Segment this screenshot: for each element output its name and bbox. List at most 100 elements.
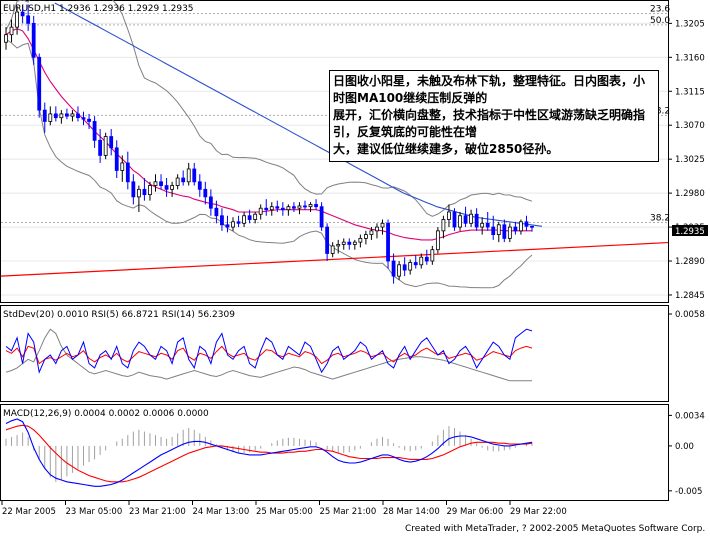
candle-body	[441, 219, 446, 232]
candle-body	[136, 188, 141, 198]
candle-body	[131, 181, 136, 198]
stddev-panel-frame	[0, 305, 669, 402]
time-tick-label: 23 Mar 05:00	[66, 507, 123, 517]
macd-tick-label: -0.005	[675, 487, 702, 497]
candle-body	[452, 211, 457, 228]
candle-body	[369, 230, 374, 236]
candle-body	[358, 237, 363, 243]
candle-body	[330, 245, 335, 254]
candle-body	[292, 206, 296, 209]
time-tick-label: 24 Mar 13:00	[193, 507, 250, 517]
candle-body	[507, 226, 512, 239]
candle-body	[65, 113, 69, 117]
candle-body	[181, 177, 186, 183]
candle-body	[59, 113, 64, 119]
candle-body	[480, 222, 485, 228]
candle-body	[380, 222, 385, 228]
candle-body	[286, 206, 291, 211]
candle-body	[308, 204, 313, 208]
rsi14-line	[5, 345, 533, 365]
candle-body	[275, 206, 280, 209]
candle-body	[48, 113, 53, 122]
candle-body	[319, 206, 324, 228]
candle-body	[469, 213, 473, 224]
candle-body	[391, 260, 396, 277]
candle-body	[37, 56, 42, 111]
candle-body	[458, 215, 462, 228]
candle-body	[530, 225, 534, 228]
current-price-label: 1.2935	[675, 227, 705, 237]
candle-body	[474, 213, 479, 228]
macd-panel-label: MACD(12,26,9) 0.0004 0.0002 0.0006 0.000…	[3, 409, 209, 419]
bollinger-bands	[5, 0, 533, 289]
candle-body	[76, 113, 80, 119]
analysis-annotation: 日图收小阳星，未触及布林下轨，整理特征。日内图表，小时图MA100继续压制反弹的…	[329, 70, 659, 162]
fib-level-label: 50.0	[650, 16, 670, 26]
stddev-tick-label: 0.0058	[675, 310, 705, 320]
candle-body	[175, 177, 180, 186]
candle-body	[303, 205, 307, 208]
price-tick-label: 1.3025	[675, 155, 705, 165]
candle-body	[386, 222, 390, 262]
candle-body	[513, 226, 518, 232]
candle-body	[375, 226, 379, 232]
candle-body	[347, 241, 352, 245]
candle-body	[114, 147, 119, 171]
candle-body	[4, 34, 8, 43]
candle-body	[430, 249, 435, 262]
candle-body	[220, 215, 224, 226]
candle-body	[463, 215, 468, 224]
candle-body	[435, 230, 440, 251]
candle-body	[408, 262, 413, 271]
annotation-line-3: 大，建议低位继续建多，破位2850径孙。	[333, 142, 559, 156]
candle-body	[53, 113, 58, 119]
trend-line	[0, 241, 669, 277]
candle-body	[314, 204, 318, 208]
ma-slow-line	[54, 2, 543, 227]
price-tick-label: 1.2845	[675, 291, 705, 301]
candle-body	[15, 11, 19, 28]
bollinger-upper	[5, 0, 533, 217]
candle-body	[31, 22, 36, 58]
candle-body	[247, 215, 252, 220]
candle-body	[253, 213, 258, 220]
stddev-line	[5, 328, 532, 382]
candle-body	[192, 168, 197, 183]
fib-level-label: 23.6	[650, 5, 670, 15]
candle-body	[402, 264, 407, 271]
candle-body	[269, 206, 274, 211]
candle-body	[208, 196, 213, 209]
candle-body	[485, 222, 490, 228]
time-tick-label: 22 Mar 2005	[2, 507, 56, 517]
candle-body	[491, 226, 496, 236]
candle-body	[264, 207, 269, 211]
candle-body	[26, 15, 31, 24]
candle-body	[42, 109, 47, 122]
stddev-rsi-lines	[5, 328, 533, 382]
candle-body	[341, 241, 346, 245]
candle-body	[502, 224, 507, 239]
candle-body	[258, 207, 263, 215]
time-tick-label: 28 Mar 14:00	[383, 507, 440, 517]
candle-body	[231, 221, 235, 228]
candle-body	[120, 162, 125, 171]
candle-body	[170, 185, 175, 190]
candle-body	[197, 181, 202, 190]
macd-lines	[5, 418, 533, 487]
candlesticks	[4, 4, 534, 284]
candle-body	[9, 26, 14, 36]
candle-body	[214, 207, 219, 217]
candle-body	[70, 113, 75, 117]
candle-body	[87, 118, 91, 122]
candle-body	[242, 215, 246, 224]
time-tick-label: 29 Mar 06:00	[447, 507, 504, 517]
stddev-panel-label: StdDev(20) 0.0010 RSI(5) 66.8721 RSI(14)…	[3, 310, 235, 320]
candle-body	[109, 136, 114, 149]
candle-body	[225, 224, 230, 228]
candle-body	[159, 181, 163, 186]
candle-body	[447, 211, 451, 220]
candle-body	[496, 224, 501, 236]
time-tick-label: 25 Mar 05:00	[256, 507, 313, 517]
annotation-line-1: 日图收小阳星，未触及布林下轨，整理特征。日内图表，小时图MA100继续压制反弹的	[333, 74, 646, 105]
candle-body	[103, 136, 108, 156]
